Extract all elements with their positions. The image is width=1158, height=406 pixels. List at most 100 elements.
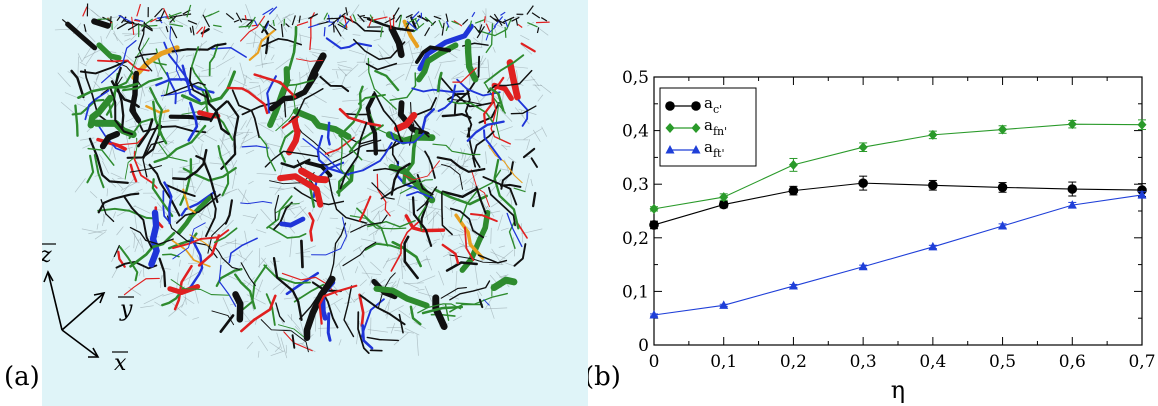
network-top-strand <box>308 23 320 29</box>
network-fiber-strand <box>398 313 404 334</box>
network-mesh-strand <box>246 41 259 45</box>
network-fiber-strand <box>318 284 358 325</box>
network-top-strand <box>406 20 418 31</box>
legend-label: afn' <box>704 116 727 138</box>
network-fiber-strand <box>129 163 138 183</box>
network-mesh-strand <box>370 261 383 273</box>
network-fiber-strand <box>109 87 133 136</box>
network-fiber-strand <box>417 303 462 314</box>
network-fiber-strand <box>295 58 324 62</box>
x-tick-label: 0,7 <box>1128 352 1155 372</box>
network-fiber-strand <box>128 117 154 140</box>
network-mesh-strand <box>94 231 107 240</box>
network-fiber-strand <box>466 120 505 142</box>
axis-z-arrow <box>47 271 63 331</box>
network-mesh-strand <box>482 10 487 17</box>
network-mesh-strand <box>363 46 369 64</box>
network-mesh-strand <box>239 128 250 149</box>
network-fiber-strand <box>410 115 430 138</box>
network-mesh-strand <box>329 217 338 219</box>
network-fiber-strand <box>168 114 211 121</box>
network-mesh-strand <box>106 188 109 197</box>
network-fiber-strand <box>190 46 214 102</box>
network-mesh-strand <box>101 160 109 174</box>
network-top-strand <box>225 12 235 21</box>
network-mesh-strand <box>124 38 131 42</box>
network-fiber-strand <box>182 188 196 214</box>
network-mesh-strand <box>480 33 484 48</box>
network-fiber-strand <box>131 16 135 36</box>
network-fiber-strand <box>326 312 332 342</box>
network-fiber-strand <box>134 52 157 59</box>
network-mesh-strand <box>242 214 256 219</box>
network-top-strand <box>191 25 195 36</box>
network-fiber-strand <box>520 42 536 53</box>
network-fiber-strand <box>169 25 182 82</box>
series-c <box>649 175 1147 230</box>
axis-x-arrow <box>61 329 99 358</box>
network-top-strand <box>411 11 420 20</box>
network-fiber-strand <box>339 122 368 190</box>
network-mesh-strand <box>285 205 302 211</box>
network-top-strand <box>404 22 410 32</box>
network-mesh-strand <box>99 154 104 161</box>
network-fiber-strand <box>263 264 311 284</box>
network-fiber-strand <box>100 199 115 223</box>
network-fiber-strand <box>421 305 464 315</box>
network-mesh-strand <box>356 87 369 96</box>
axis-x-arrowhead <box>88 347 100 358</box>
network-fiber-strand <box>446 92 470 101</box>
data-point <box>1067 184 1078 194</box>
network-mesh-strand <box>131 230 139 242</box>
network-top-strand <box>405 17 418 25</box>
network-top-strand <box>196 26 204 35</box>
network-fiber-strand <box>489 87 505 112</box>
network-mesh-strand <box>335 70 339 79</box>
network-fiber-strand <box>380 180 417 200</box>
network-mesh-strand <box>245 116 252 128</box>
network-mesh-strand <box>154 301 162 307</box>
network-fiber-strand <box>470 169 490 208</box>
network-top-strand <box>493 16 504 28</box>
network-top-strand <box>82 6 88 17</box>
network-mesh-strand <box>257 123 274 133</box>
network-mesh-strand <box>277 186 297 191</box>
network-fiber-strand <box>311 139 382 166</box>
network-top-strand <box>493 13 503 26</box>
network-mesh-strand <box>385 73 405 87</box>
network-mesh-strand <box>383 186 394 195</box>
x-axis-ticks: 0 0,1 0,2 0,3 0,4 0,5 0,6 0,7 <box>649 77 1156 372</box>
network-mesh-strand <box>398 309 411 319</box>
network-mesh-strand <box>80 137 95 141</box>
network-fiber-strand <box>341 15 384 33</box>
network-top-strand <box>334 25 342 37</box>
network-top-strand <box>280 23 284 38</box>
network-fiber-strand <box>163 181 173 225</box>
network-fiber-strand <box>217 144 230 197</box>
network-mesh-strand <box>179 162 199 169</box>
network-fiber-strand <box>432 143 481 156</box>
network-top-strand <box>254 20 258 27</box>
network-mesh-strand <box>299 57 307 61</box>
network-top-strand <box>469 20 473 28</box>
network-top-strand <box>238 25 251 28</box>
network-mesh-strand <box>474 264 479 285</box>
network-mesh-strand <box>116 226 124 236</box>
network-mesh-strand <box>334 303 341 313</box>
network-mesh-strand <box>280 337 288 359</box>
network-mesh-strand <box>269 341 283 352</box>
network-mesh-strand <box>387 157 396 165</box>
network-mesh-strand <box>465 193 486 202</box>
network-mesh-strand <box>461 149 466 161</box>
network-mesh-strand <box>287 314 301 330</box>
network-mesh-strand <box>128 286 142 296</box>
network-fiber-strand <box>374 69 400 92</box>
network-fiber-strand <box>440 286 467 299</box>
network-mesh-strand <box>287 102 309 108</box>
network-fiber-strand <box>373 285 430 309</box>
network-top-strand <box>433 15 442 20</box>
network-fiber-strand <box>482 176 518 206</box>
series-line <box>653 123 1143 210</box>
network-fiber-strand <box>454 213 485 260</box>
series-line <box>653 194 1143 316</box>
